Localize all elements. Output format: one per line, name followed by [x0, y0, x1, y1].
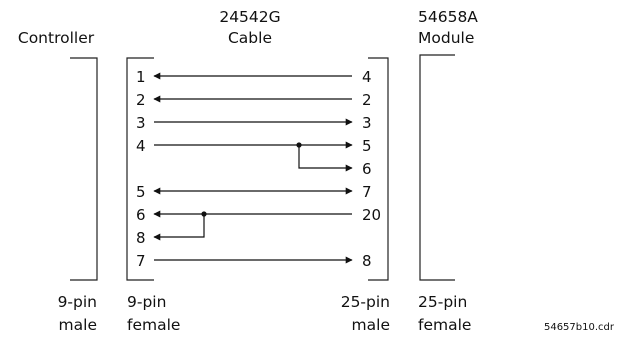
pin-left: 8: [136, 229, 146, 247]
pin-left: 7: [136, 252, 146, 270]
pin-right: 2: [362, 91, 372, 109]
file-name-label: 54657b10.cdr: [544, 322, 615, 333]
cable-25pin-bracket: [368, 57, 389, 281]
module-footer-gender: female: [418, 316, 471, 334]
pin-left: 1: [136, 68, 146, 86]
pin-right: 7: [362, 183, 372, 201]
pin-right: 6: [362, 160, 372, 178]
pin-right: 4: [362, 68, 372, 86]
pin-right: 20: [362, 206, 381, 224]
cable-header-name: Cable: [228, 29, 272, 47]
pin-right: 8: [362, 252, 372, 270]
cable-right-footer-gender: male: [352, 316, 390, 334]
pin-left: 5: [136, 183, 146, 201]
cable-left-footer-gender: female: [127, 316, 180, 334]
module-header-part: 54658A: [418, 8, 478, 26]
controller-connector-bracket: [70, 57, 98, 281]
module-connector-bracket: [419, 54, 455, 281]
controller-footer-gender: male: [59, 316, 97, 334]
pin-right: 5: [362, 137, 372, 155]
module-footer-pins: 25-pin: [418, 293, 467, 311]
module-header-name: Module: [418, 29, 474, 47]
pin-left: 6: [136, 206, 146, 224]
controller-header: Controller: [18, 29, 95, 47]
wire-20-to-8-branch: [153, 214, 205, 241]
cable-9pin-bracket: [126, 57, 154, 281]
cable-right-footer-pins: 25-pin: [341, 293, 390, 311]
pin-right: 3: [362, 114, 372, 132]
controller-footer-pins: 9-pin: [58, 293, 97, 311]
pin-left: 3: [136, 114, 146, 132]
cable-left-footer-pins: 9-pin: [127, 293, 166, 311]
pin-left: 4: [136, 137, 146, 155]
wire-4-to-6-branch: [298, 145, 353, 172]
cable-header-part: 24542G: [219, 8, 280, 26]
pin-left: 2: [136, 91, 146, 109]
